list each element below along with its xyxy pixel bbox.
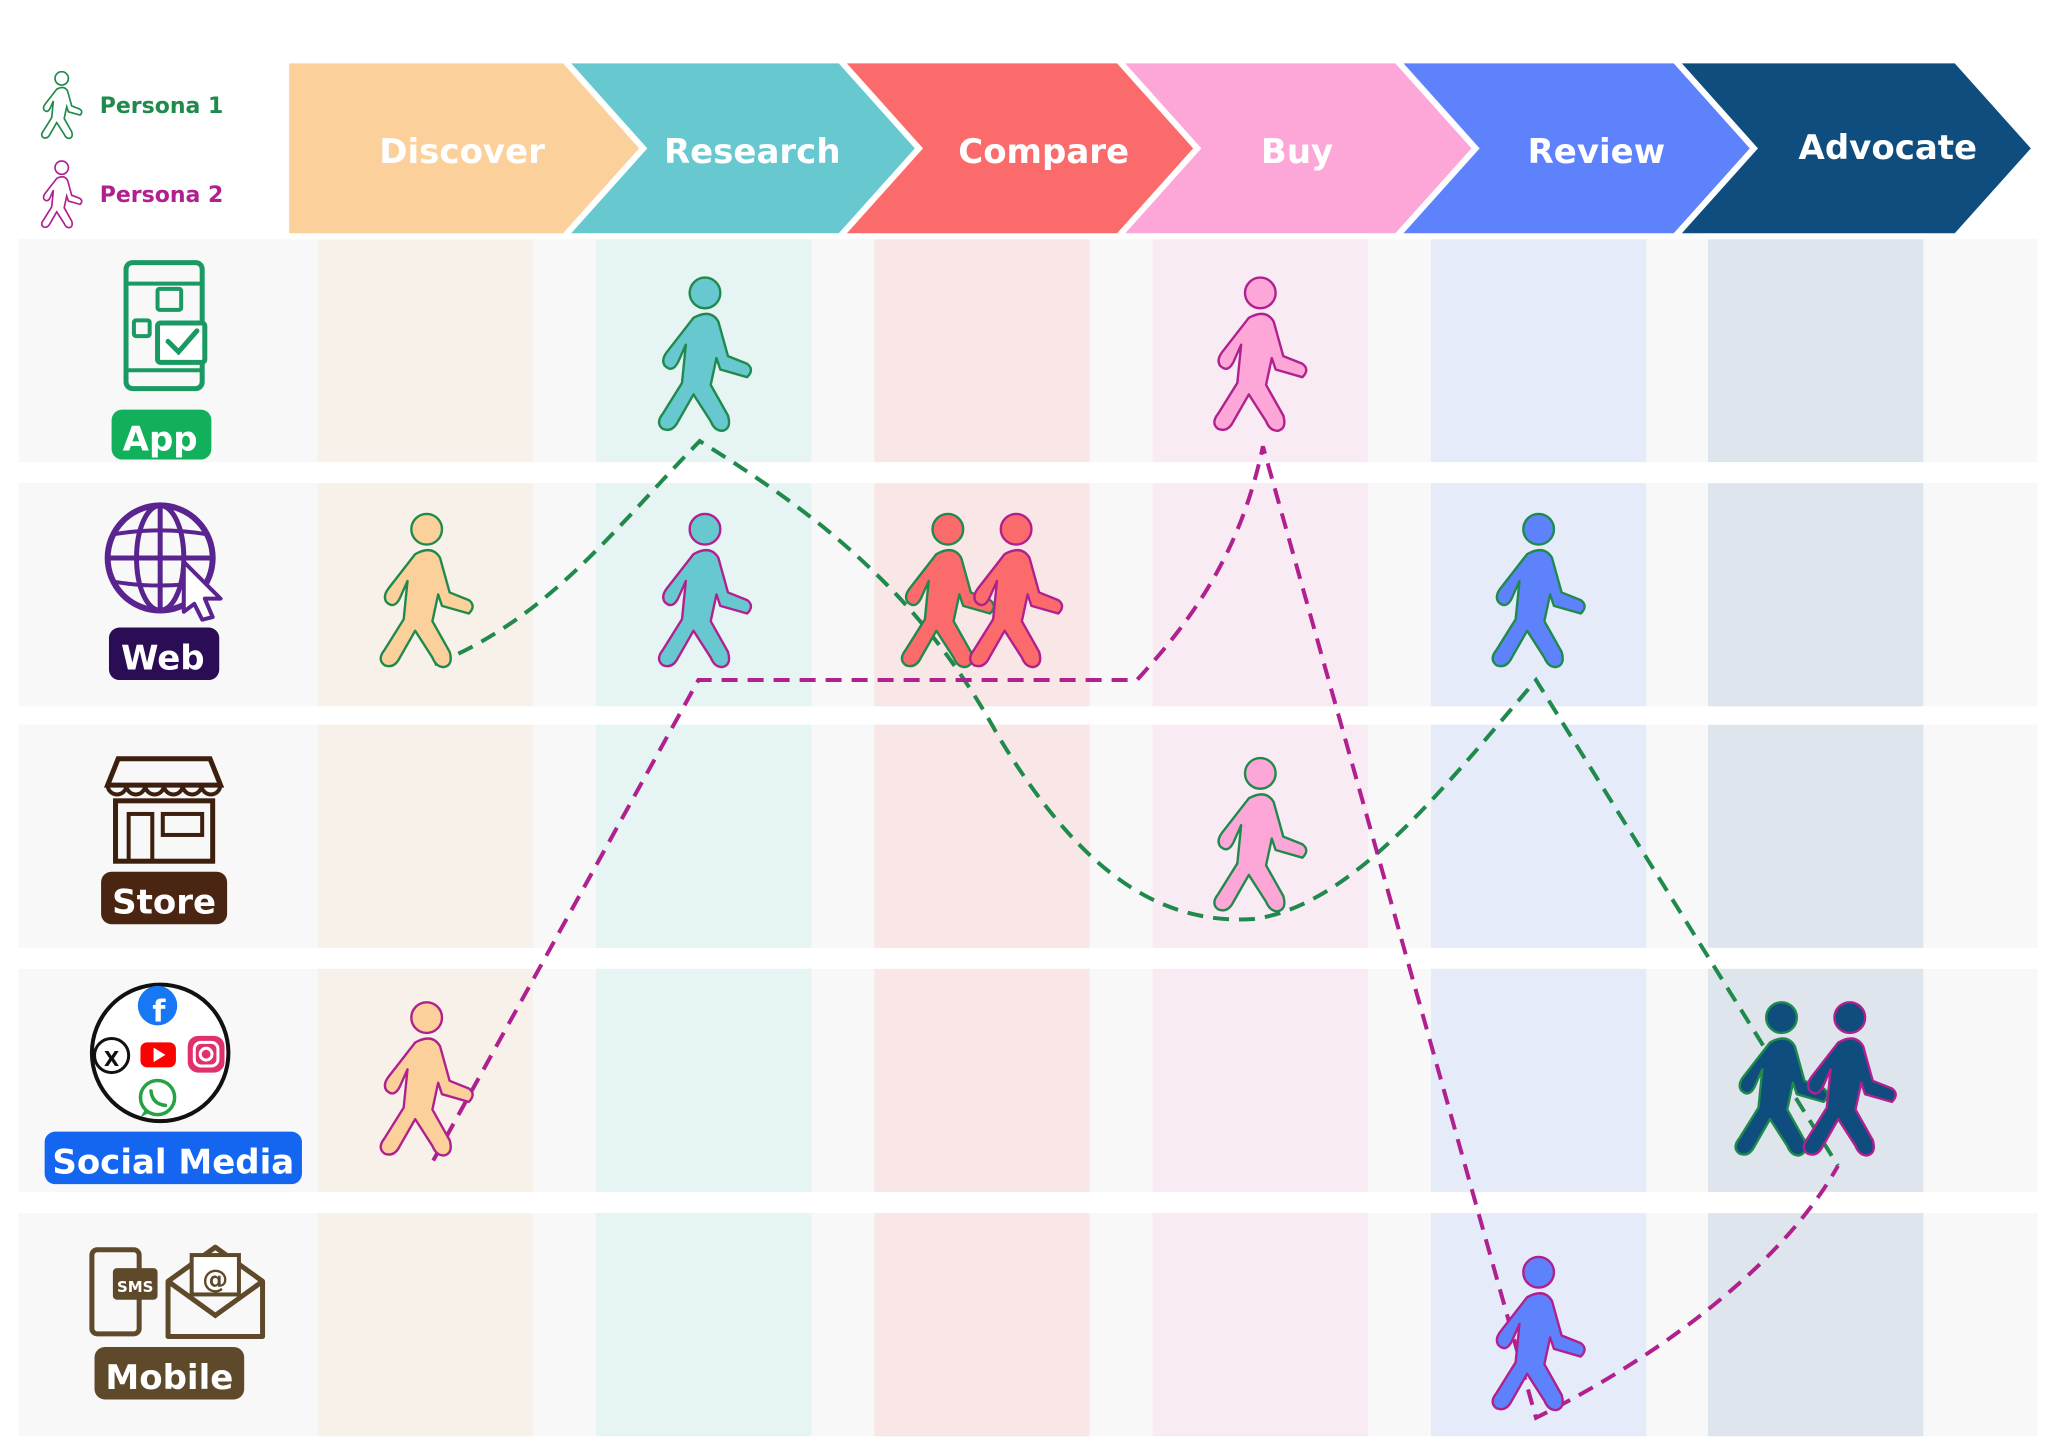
legend: Persona 1 Persona 2	[40, 70, 224, 229]
channel-badge	[94, 1346, 245, 1400]
stage-label: Research	[664, 132, 841, 172]
channel-label: Store	[112, 883, 216, 923]
stage-column-band	[874, 1213, 1090, 1437]
channel-badge	[108, 627, 220, 681]
channel-badge	[101, 871, 228, 925]
channel-badge	[111, 409, 212, 460]
persona-1-journey-line	[433, 438, 1840, 1167]
stage-column-band	[317, 1213, 534, 1437]
stage-column-band	[1707, 483, 1924, 707]
mobile-app-icon	[123, 260, 208, 392]
stage-column-band	[1707, 724, 1924, 948]
stage-advocate: Advocate	[1668, 57, 2039, 240]
stage-column-band	[596, 968, 812, 1193]
facebook-icon: f	[137, 985, 178, 1029]
svg-text:@: @	[202, 1265, 228, 1295]
legend-label: Persona 1	[100, 94, 224, 119]
background-layer	[18, 238, 2038, 1437]
persona-2-journey-line	[431, 445, 1840, 1421]
stage-header: Discover Research Compare Buy Review Advocate	[283, 57, 2039, 240]
stage-column-band	[1152, 1213, 1368, 1437]
channel-mobile: SMS @ Mobile	[89, 1244, 266, 1400]
stage-research: Research	[557, 57, 924, 240]
stage-review: Review	[1390, 57, 1758, 240]
stage-column-band	[596, 724, 812, 948]
instagram-icon	[187, 1035, 225, 1073]
stage-column-band	[874, 968, 1090, 1193]
journey-paths	[431, 438, 1840, 1421]
storefront-icon	[103, 756, 225, 864]
stage-column-band	[1152, 968, 1368, 1193]
stage-column-band	[317, 238, 534, 463]
stage-column-band	[874, 724, 1090, 948]
stage-compare: Compare	[833, 57, 1202, 240]
svg-text:X: X	[104, 1047, 120, 1071]
social-media-icon: fX	[89, 982, 231, 1124]
stage-label: Compare	[958, 132, 1129, 172]
sms-label: SMS	[117, 1278, 154, 1296]
stage-column-band	[1430, 238, 1647, 463]
channel-app: App	[111, 260, 212, 460]
stage-column-band	[1707, 1213, 1924, 1437]
channel-web: Web	[104, 502, 223, 681]
stage-label: Discover	[379, 132, 545, 172]
stage-label: Buy	[1261, 132, 1333, 172]
stage-column-band	[317, 724, 534, 948]
stage-label: Review	[1528, 132, 1666, 172]
legend-persona-2: Persona 2	[40, 160, 224, 229]
x-twitter-icon: X	[93, 1036, 131, 1075]
channel-store: Store	[101, 756, 228, 925]
svg-text:f: f	[152, 994, 166, 1029]
sms-email-icon: SMS @	[89, 1244, 266, 1339]
legend-label: Persona 2	[100, 183, 224, 208]
stage-column-band	[874, 238, 1090, 463]
globe-cursor-icon	[104, 502, 223, 622]
stage-label: Advocate	[1799, 128, 1978, 168]
channel-label: Web	[121, 639, 205, 679]
stage-column-band	[596, 1213, 812, 1437]
stage-column-band	[1430, 724, 1647, 948]
channel-label: Social Media	[52, 1143, 294, 1183]
legend-persona-1: Persona 1	[40, 70, 224, 140]
walking-person-icon	[40, 70, 83, 140]
stage-chevron	[1668, 57, 2039, 240]
walking-person-icon	[40, 160, 83, 229]
stage-discover: Discover	[283, 57, 648, 240]
youtube-icon	[140, 1042, 176, 1068]
channel-badge	[44, 1131, 302, 1185]
stage-column-band	[1152, 483, 1368, 707]
channel-label: App	[123, 419, 198, 459]
channel-label: Mobile	[105, 1358, 233, 1398]
whatsapp-icon	[138, 1078, 177, 1118]
stage-column-band	[1430, 968, 1647, 1193]
stage-column-band	[1707, 238, 1924, 463]
